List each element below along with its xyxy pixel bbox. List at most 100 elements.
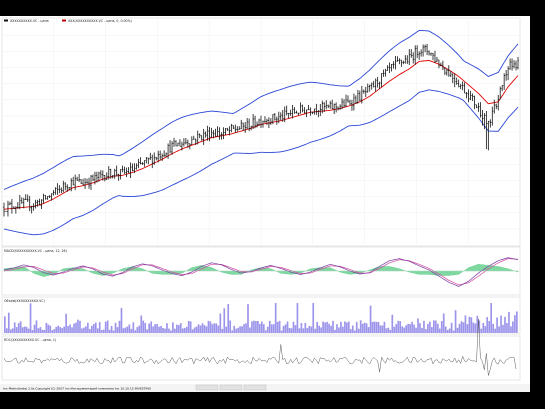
volume-bar [464, 315, 467, 333]
volume-bars [4, 303, 518, 333]
status-tab-3[interactable] [243, 384, 267, 391]
volume-bar [166, 323, 168, 333]
volume-bar [152, 326, 154, 333]
volume-bar [298, 328, 301, 333]
volume-bar [318, 325, 321, 333]
volume-bar [312, 303, 315, 333]
volume-bar [96, 328, 99, 333]
volume-bar [482, 323, 485, 333]
volume-bar [355, 321, 358, 333]
volume-bar [480, 328, 483, 333]
volume-bar [492, 323, 494, 333]
volume-bar [233, 325, 235, 333]
volume-bar [197, 324, 200, 333]
volume-bar [359, 320, 362, 333]
volume-legend-label: Объём(XXXXXXXXXX.VC) [4, 299, 45, 303]
volume-bar [496, 317, 498, 333]
volume-bar [470, 317, 473, 333]
volume-bar [474, 323, 477, 333]
volume-bar [140, 315, 143, 333]
volume-bar [460, 321, 463, 333]
volume-bar [454, 310, 457, 333]
volume-bar [456, 327, 459, 333]
volume-bar [168, 328, 170, 333]
volume-bar [391, 314, 394, 333]
volume-bar [100, 330, 103, 333]
volume-bar [144, 322, 147, 333]
volume-bar [342, 326, 344, 333]
volume-bar [89, 329, 91, 333]
volume-bar [488, 321, 491, 333]
volume-bar [189, 321, 192, 333]
volume-bar [344, 321, 346, 333]
volume-bar [357, 328, 360, 333]
volume-bar [33, 324, 36, 333]
volume-bar [306, 328, 309, 333]
volume-bar [425, 329, 427, 333]
volume-bar [199, 325, 202, 333]
volume-bar [243, 324, 245, 333]
volume-bar [57, 325, 60, 333]
volume-bar [383, 321, 386, 333]
volume-bar [126, 326, 129, 333]
volume-bar [249, 327, 251, 333]
volume-bar [185, 326, 188, 333]
volume-bar [296, 303, 299, 333]
legend-swatch-price [4, 19, 8, 22]
oscillator-legend-label: ROC(XXXXXXXXXX.VC - цена, 1) [4, 338, 56, 342]
volume-bar [154, 324, 156, 333]
volume-bar [316, 321, 319, 333]
volume-bar [407, 323, 409, 333]
volume-bar [417, 318, 419, 333]
volume-bar [183, 327, 186, 333]
volume-bar [353, 330, 356, 333]
volume-bar [377, 322, 380, 333]
volume-bar [284, 324, 287, 333]
volume-bar [47, 324, 50, 333]
volume-bar [498, 326, 500, 333]
volume-bar [282, 325, 285, 333]
status-bar-text: Ino Metrix(beta) 2.0s Copyright (C) 2007… [3, 387, 152, 391]
volume-bar [138, 325, 141, 333]
volume-bar [294, 325, 297, 333]
volume-bar [486, 317, 489, 333]
volume-bar [221, 328, 224, 333]
volume-bar [83, 327, 85, 333]
volume-bar [288, 327, 291, 333]
volume-bar [106, 320, 109, 333]
volume-bar [369, 305, 372, 333]
volume-bar [61, 328, 64, 333]
volume-bar [338, 327, 340, 333]
volume-bar [500, 315, 502, 333]
volume-bar [124, 327, 127, 333]
volume-bar [516, 311, 518, 333]
volume-bar [440, 321, 443, 333]
volume-bar [308, 325, 311, 333]
volume-bar [67, 326, 69, 333]
volume-bar [150, 321, 152, 333]
volume-bar [458, 323, 461, 333]
volume-bar [421, 327, 423, 333]
volume-bar [300, 323, 303, 333]
volume-bar [320, 327, 322, 333]
volume-bar [193, 327, 196, 333]
volume-bar [409, 324, 411, 333]
volume-bar [326, 321, 328, 333]
volume-bar [211, 324, 214, 333]
volume-bar [112, 330, 115, 333]
volume-bar [19, 321, 22, 333]
volume-bar [39, 327, 42, 333]
volume-bar [51, 330, 54, 333]
volume-bar [102, 329, 105, 333]
volume-bar [87, 322, 89, 333]
volume-bar [403, 327, 406, 333]
volume-bar [255, 321, 257, 333]
volume-bar [27, 328, 30, 333]
volume-bar [69, 324, 71, 333]
volume-bar [187, 320, 190, 333]
volume-bar [177, 325, 180, 333]
volume-bar [213, 323, 216, 333]
status-tab-2[interactable] [219, 384, 243, 391]
volume-bar [302, 328, 305, 333]
status-tab-1[interactable] [195, 384, 219, 391]
